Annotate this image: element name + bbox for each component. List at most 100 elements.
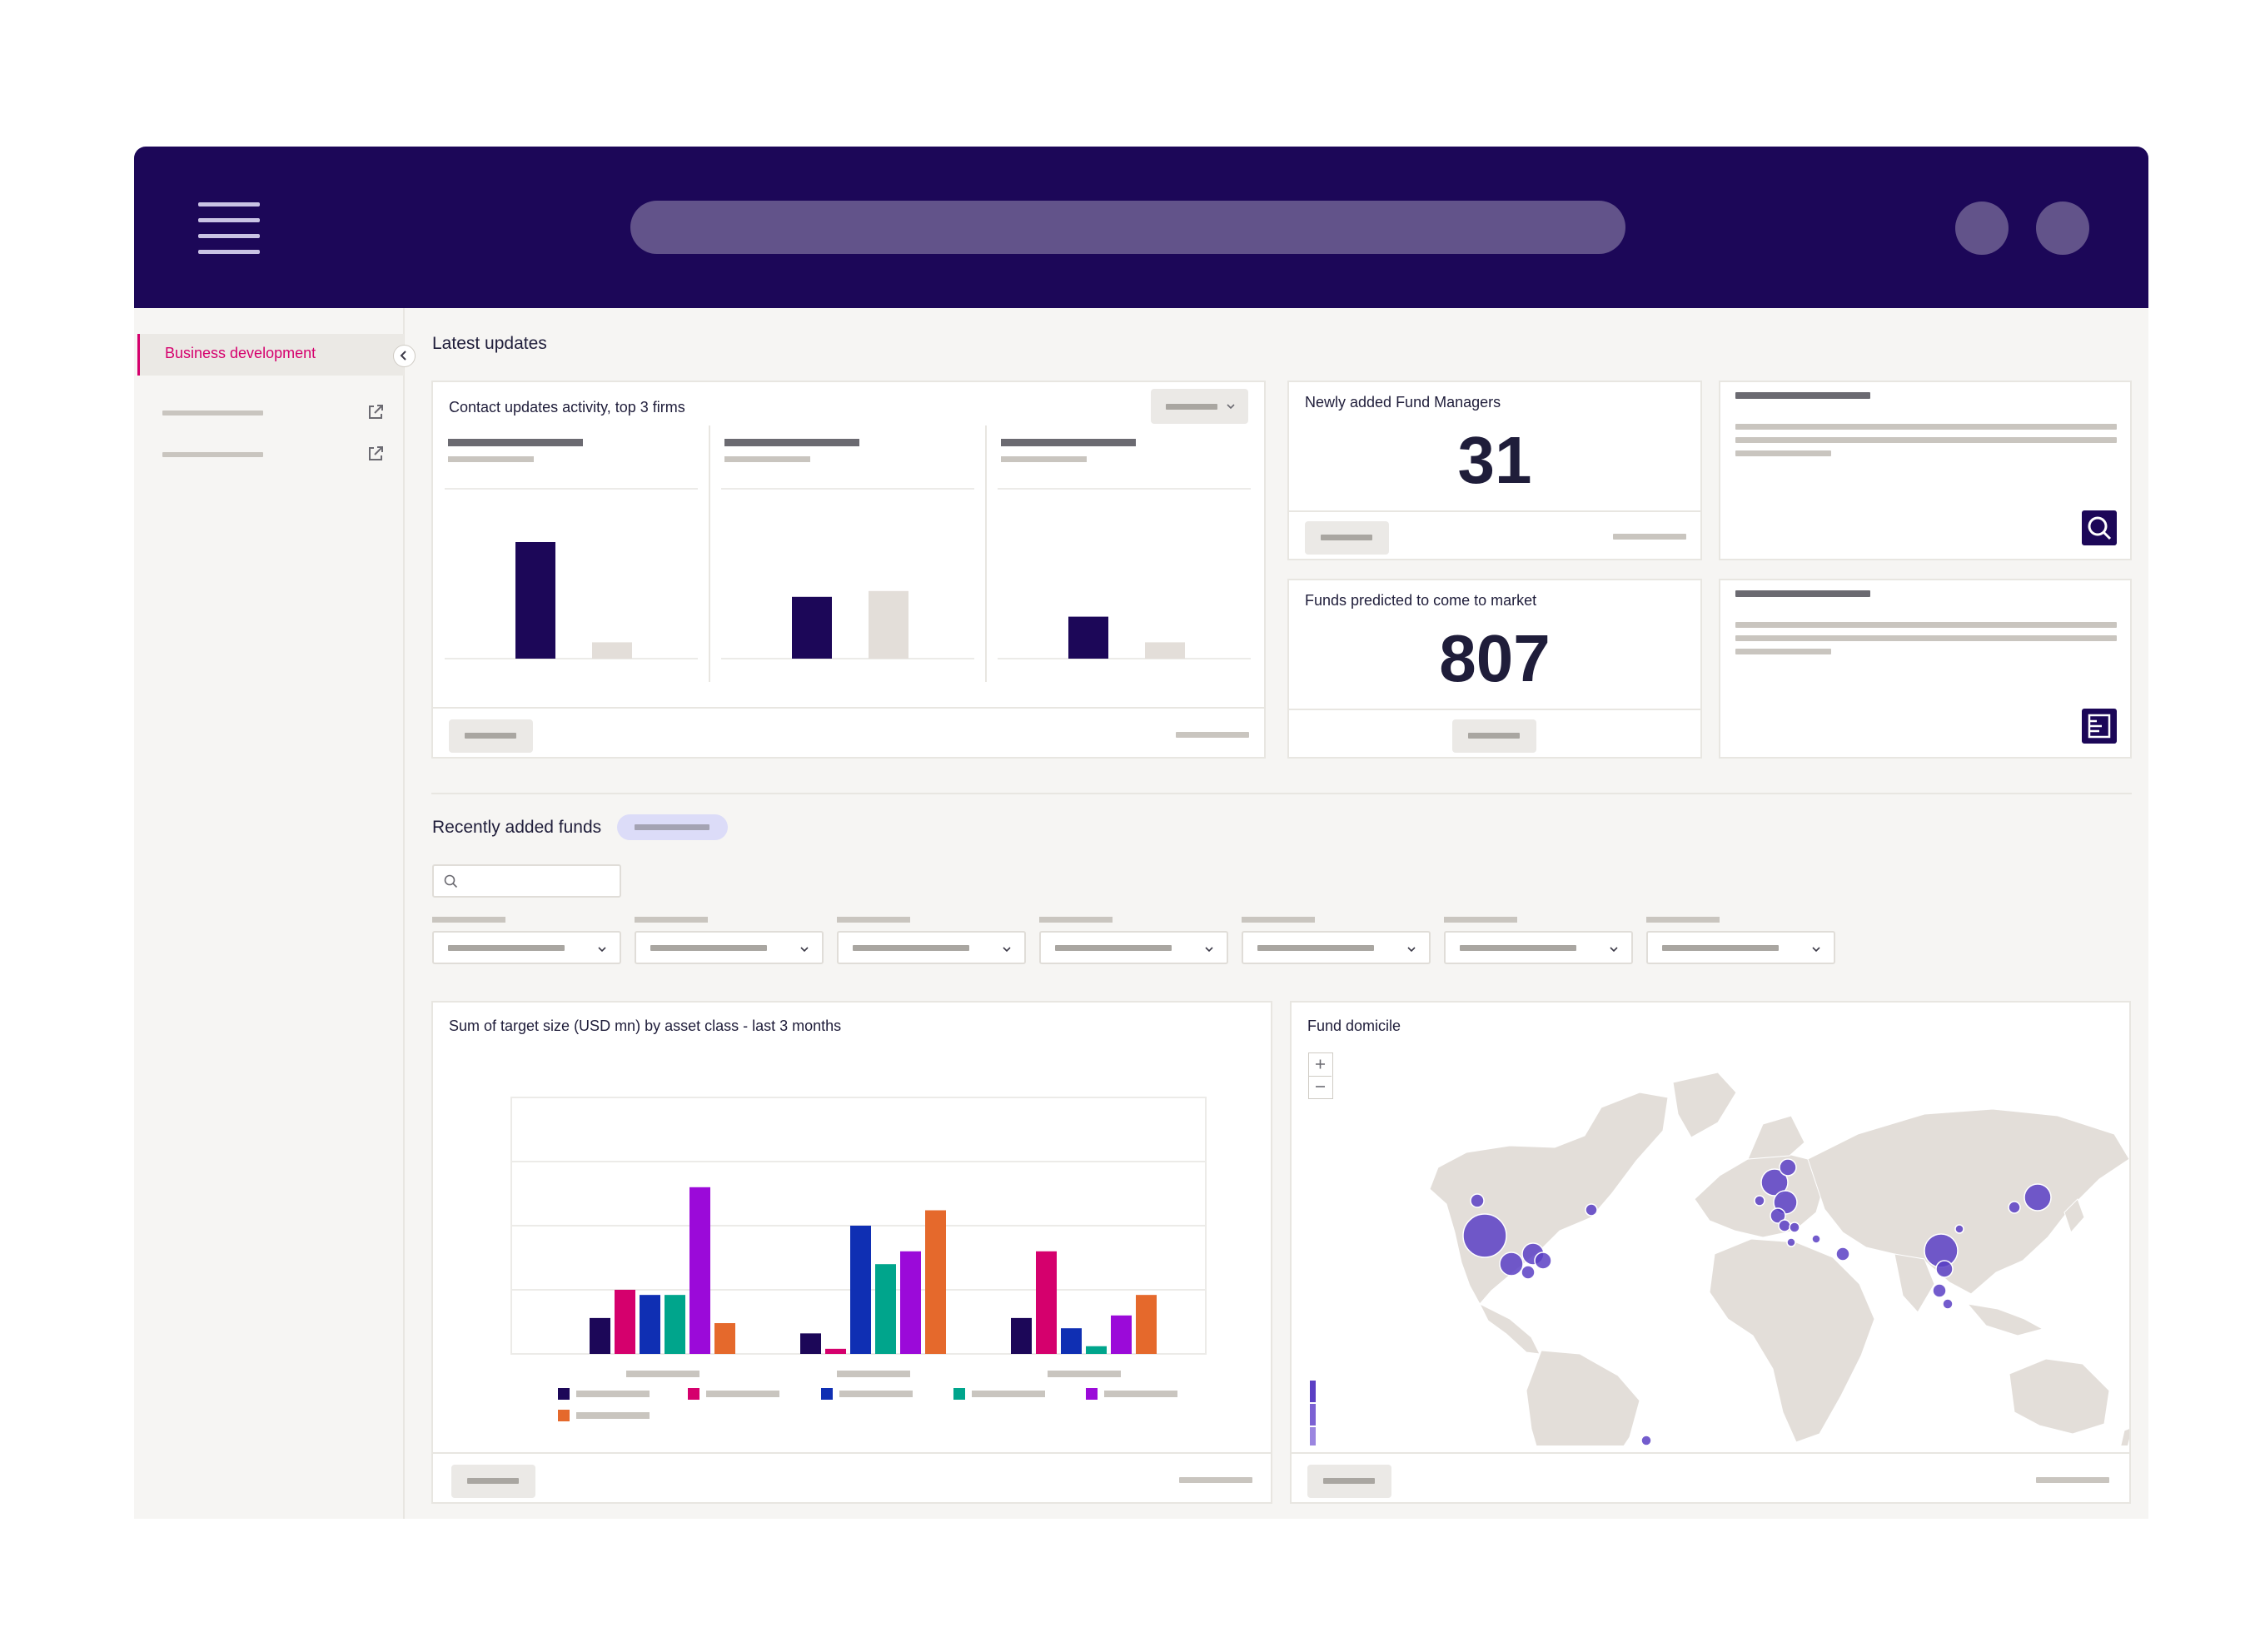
search-icon [2088, 516, 2112, 540]
filter-dropdown[interactable] [1444, 931, 1633, 964]
card-title: Funds predicted to come to market [1305, 592, 1537, 609]
filter-dropdown[interactable] [1242, 931, 1431, 964]
filter-label [1039, 917, 1113, 923]
view-more-button[interactable] [449, 719, 533, 753]
bar [615, 1290, 635, 1354]
funds-search-input[interactable] [432, 864, 621, 898]
target-size-chart-card: Sum of target size (USD mn) by asset cla… [431, 1001, 1272, 1504]
search-icon [444, 874, 458, 888]
bar [590, 1317, 610, 1354]
country-shape [1526, 1350, 1640, 1446]
bar [1036, 1251, 1057, 1354]
last-updated-text [1179, 1477, 1252, 1483]
firm-subtitle [448, 456, 534, 462]
bar [800, 1333, 821, 1354]
chevron-down-icon [598, 947, 606, 953]
domicile-bubble [1521, 1265, 1536, 1280]
map-zoom-control [1308, 1052, 1333, 1099]
filter-label [1646, 917, 1720, 923]
info-card-search [1719, 381, 2132, 560]
zoom-out-button[interactable] [1309, 1076, 1332, 1097]
chevron-left-icon [400, 351, 406, 361]
bar [792, 596, 832, 659]
chevron-down-icon [1812, 947, 1820, 953]
country-shape [1429, 1092, 1669, 1305]
domicile-bubble [1942, 1298, 1954, 1310]
period-dropdown[interactable] [1151, 389, 1248, 424]
chevron-down-icon [800, 947, 809, 953]
legend-swatch [558, 1410, 570, 1421]
legend-label [972, 1391, 1045, 1397]
view-more-button[interactable] [1307, 1465, 1391, 1498]
legend-label [1104, 1391, 1177, 1397]
bar [665, 1295, 685, 1354]
bar [640, 1295, 660, 1354]
legend-scale-step [1310, 1381, 1316, 1402]
filter-dropdown[interactable] [837, 931, 1026, 964]
bar [714, 1323, 735, 1354]
filter-label [1444, 917, 1517, 923]
sidebar-external-link[interactable] [162, 444, 396, 464]
info-card-report [1719, 579, 2132, 759]
country-shape [1747, 1115, 1805, 1160]
filter-dropdown[interactable] [432, 931, 621, 964]
view-more-button[interactable] [1452, 719, 1536, 753]
sidebar-external-link[interactable] [162, 402, 396, 422]
legend-scale-step [1310, 1404, 1316, 1426]
country-shape [1807, 1108, 2129, 1295]
view-more-button[interactable] [451, 1465, 535, 1498]
country-shape [2009, 1358, 2110, 1435]
bar [689, 1187, 710, 1354]
legend-scale-step [1310, 1427, 1316, 1446]
bar [515, 542, 555, 659]
domicile-bubble [1778, 1219, 1791, 1232]
country-shape [1894, 1253, 1935, 1313]
domicile-bubble [1932, 1283, 1947, 1298]
bar [592, 642, 632, 659]
country-shape [1672, 1072, 1737, 1138]
notifications-avatar-button[interactable] [1955, 202, 2009, 255]
domicile-bubble [1811, 1234, 1821, 1244]
bar [1136, 1295, 1157, 1354]
domicile-bubble [1779, 1158, 1797, 1177]
firm-name [724, 439, 859, 446]
bar [825, 1348, 846, 1354]
sidebar-item-label: Business development [165, 345, 316, 361]
search-button[interactable] [2082, 510, 2117, 545]
hamburger-menu-icon[interactable] [198, 202, 260, 254]
domicile-bubble [1585, 1203, 1598, 1217]
filter-dropdown[interactable] [1646, 931, 1835, 964]
sidebar: Business development [134, 308, 405, 1519]
section-title-recently-added-funds: Recently added funds [432, 818, 602, 837]
domicile-bubble [1835, 1246, 1850, 1261]
user-avatar-button[interactable] [2036, 202, 2089, 255]
filter-dropdown[interactable] [635, 931, 824, 964]
global-search-input[interactable] [630, 201, 1625, 254]
card-title: Fund domicile [1307, 1018, 1401, 1034]
report-button[interactable] [2082, 709, 2117, 744]
bar [925, 1210, 946, 1354]
sidebar-item-business-development[interactable]: Business development [137, 334, 404, 376]
zoom-in-button[interactable] [1309, 1053, 1332, 1075]
collapse-sidebar-button[interactable] [393, 345, 416, 367]
domicile-bubble [1770, 1207, 1786, 1224]
filter-dropdown[interactable] [1039, 931, 1228, 964]
firm-name [448, 439, 583, 446]
bar [850, 1226, 871, 1354]
domicile-bubble [1954, 1224, 1964, 1234]
firm-subtitle [724, 456, 810, 462]
domicile-bubble [2008, 1201, 2021, 1214]
fund-managers-count: 31 [1457, 423, 1532, 497]
plus-icon [1316, 1059, 1325, 1069]
contact-updates-card: Contact updates activity, top 3 firms [431, 381, 1266, 759]
last-updated-text [2036, 1477, 2109, 1483]
legend-swatch [821, 1388, 833, 1400]
view-more-button[interactable] [1305, 521, 1389, 555]
bar [869, 590, 908, 659]
report-icon [2088, 714, 2111, 739]
bar [1061, 1328, 1082, 1354]
bar [1086, 1346, 1107, 1354]
domicile-bubble [2024, 1183, 2052, 1212]
bar [900, 1251, 921, 1354]
last-updated-text [1613, 534, 1686, 540]
